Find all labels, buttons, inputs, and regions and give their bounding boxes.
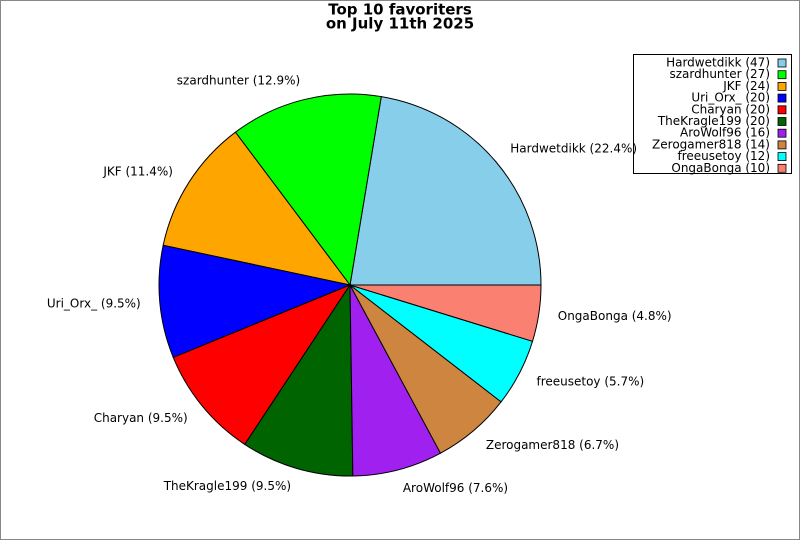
slice-label: freeusetoy (5.7%) <box>536 374 644 388</box>
slice-label: Zerogamer818 (6.7%) <box>486 438 619 452</box>
slice-label: Hardwetdikk (22.4%) <box>510 142 637 156</box>
chart-subtitle: on July 11th 2025 <box>326 15 474 33</box>
pie-slice <box>158 244 352 359</box>
chart-title: Top 10 favoriters <box>328 1 472 19</box>
pie-slice <box>162 131 352 286</box>
legend-label: TheKragle199 (20) <box>657 114 770 128</box>
legend-swatch <box>777 58 787 68</box>
slice-label: AroWolf96 (7.6%) <box>403 481 508 495</box>
pie-slice <box>349 284 542 342</box>
legend-label: Charyan (20) <box>691 102 770 116</box>
pie-slice <box>172 283 352 446</box>
pie-slice <box>234 93 382 287</box>
legend-label: Zerogamer818 (14) <box>652 137 770 151</box>
legend-swatch <box>777 128 787 138</box>
pie-slice <box>349 96 542 286</box>
legend-label: AroWolf96 (16) <box>680 126 770 140</box>
legend-swatch <box>777 163 787 173</box>
legend-swatch <box>777 105 787 115</box>
legend-swatch <box>777 117 787 126</box>
legend-swatch <box>777 70 787 80</box>
slice-label: JKF (11.4%) <box>102 164 173 178</box>
legend-label: freeusetoy (12) <box>678 149 771 163</box>
slice-label: Uri_Orx_ (9.5%) <box>47 296 141 310</box>
slice-label: OngaBonga (4.8%) <box>558 309 672 323</box>
slice-label: szardhunter (12.9%) <box>177 73 300 87</box>
legend-label: szardhunter (27) <box>669 67 770 81</box>
legend-swatch <box>777 93 787 103</box>
slice-label: Charyan (9.5%) <box>94 411 188 425</box>
legend-label: OngaBonga (10) <box>671 161 770 175</box>
slice-label: TheKragle199 (9.5%) <box>163 479 291 493</box>
legend-box <box>633 54 792 174</box>
legend-swatch <box>777 82 787 91</box>
legend-label: Hardwetdikk (47) <box>666 56 770 70</box>
legend-label: JKF (24) <box>722 79 770 93</box>
pie-slice <box>244 283 354 477</box>
legend-swatch <box>777 140 787 150</box>
legend-label: Uri_Orx_ (20) <box>691 91 770 105</box>
legend-swatch <box>777 152 787 162</box>
